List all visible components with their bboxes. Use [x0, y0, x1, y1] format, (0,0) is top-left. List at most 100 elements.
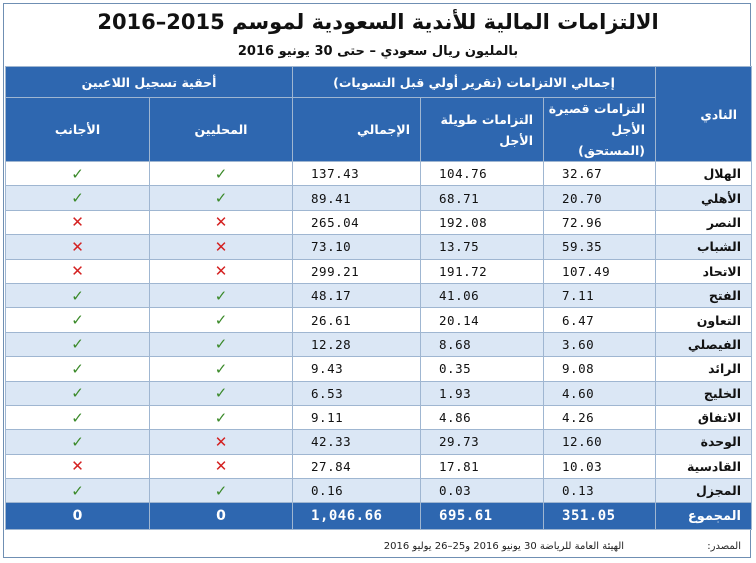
totals-local: 0: [149, 502, 294, 531]
header-registration-group: أحقية تسجيل اللاعبين: [4, 66, 294, 98]
short-term-value: 10.03: [543, 453, 657, 480]
local-registration-mark: ✓: [149, 307, 294, 333]
total-value: 299.21: [292, 258, 422, 284]
long-term-value: 192.08: [420, 209, 545, 236]
local-registration-mark: ✓: [149, 478, 294, 504]
local-registration-mark: ✕: [149, 234, 294, 260]
club-name: الفيصلي: [655, 331, 753, 358]
source-label: المصدر:: [707, 541, 741, 552]
table-row: المجزل 0.13 0.03 0.16 ✓ ✓: [4, 478, 753, 504]
table-row: الرائد 9.08 0.35 9.43 ✓ ✓: [4, 356, 753, 382]
totals-foreign: 0: [4, 502, 151, 531]
table-row: الوحدة 12.60 29.73 42.33 ✕ ✓: [4, 429, 753, 455]
club-name: التعاون: [655, 307, 753, 333]
club-name: الوحدة: [655, 429, 753, 455]
long-term-value: 4.86: [420, 404, 545, 431]
local-registration-mark: ✓: [149, 185, 294, 211]
totals-short: 351.05: [543, 502, 657, 531]
foreign-registration-mark: ✕: [4, 234, 151, 260]
long-term-value: 191.72: [420, 258, 545, 284]
header-short-term: التزامات قصيرة الأجل (المستحق): [543, 97, 657, 162]
long-term-value: 29.73: [420, 429, 545, 455]
long-term-value: 0.03: [420, 478, 545, 504]
club-name: الاتحاد: [655, 258, 753, 284]
local-registration-mark: ✕: [149, 209, 294, 236]
foreign-registration-mark: ✓: [4, 380, 151, 406]
local-registration-mark: ✕: [149, 258, 294, 284]
totals-row: المجموع 351.05 695.61 1,046.66 0 0: [4, 502, 753, 531]
total-value: 89.41: [292, 185, 422, 211]
total-value: 6.53: [292, 380, 422, 406]
foreign-registration-mark: ✕: [4, 209, 151, 236]
foreign-registration-mark: ✓: [4, 478, 151, 504]
table-row: التعاون 6.47 20.14 26.61 ✓ ✓: [4, 307, 753, 333]
local-registration-mark: ✓: [149, 282, 294, 309]
long-term-value: 8.68: [420, 331, 545, 358]
club-name: الشباب: [655, 234, 753, 260]
long-term-value: 104.76: [420, 160, 545, 187]
table-row: الفيصلي 3.60 8.68 12.28 ✓ ✓: [4, 331, 753, 358]
total-value: 9.43: [292, 356, 422, 382]
club-name: الخليج: [655, 380, 753, 406]
source-note: المصدر: الهيئة العامة للرياضة 30 يونيو 2…: [5, 541, 747, 552]
table-row: الاتفاق 4.26 4.86 9.11 ✓ ✓: [4, 404, 753, 431]
foreign-registration-mark: ✓: [4, 356, 151, 382]
club-name: الأهلي: [655, 185, 753, 211]
total-value: 12.28: [292, 331, 422, 358]
page-title: الالتزامات المالية للأندية السعودية لموس…: [97, 10, 659, 34]
club-name: الرائد: [655, 356, 753, 382]
page-subtitle: بالمليون ريال سعودي – حتى 30 يونيو 2016: [237, 44, 519, 59]
short-term-value: 72.96: [543, 209, 657, 236]
club-name: القادسية: [655, 453, 753, 480]
header-foreign: الأجانب: [4, 97, 151, 162]
short-term-value: 6.47: [543, 307, 657, 333]
foreign-registration-mark: ✓: [4, 429, 151, 455]
total-value: 26.61: [292, 307, 422, 333]
club-name: الهلال: [655, 160, 753, 187]
header-short-term-line2: الأجل (المستحق): [578, 122, 646, 158]
short-term-value: 107.49: [543, 258, 657, 284]
long-term-value: 0.35: [420, 356, 545, 382]
local-registration-mark: ✕: [149, 453, 294, 480]
header-local: المحليين: [149, 97, 294, 162]
short-term-value: 59.35: [543, 234, 657, 260]
long-term-value: 41.06: [420, 282, 545, 309]
total-value: 27.84: [292, 453, 422, 480]
club-name: الاتفاق: [655, 404, 753, 431]
header-club: النادي: [655, 66, 753, 162]
totals-long: 695.61: [420, 502, 545, 531]
table-row: الهلال 32.67 104.76 137.43 ✓ ✓: [4, 160, 753, 187]
foreign-registration-mark: ✓: [4, 307, 151, 333]
long-term-value: 13.75: [420, 234, 545, 260]
long-term-value: 17.81: [420, 453, 545, 480]
club-name: المجزل: [655, 478, 753, 504]
short-term-value: 4.60: [543, 380, 657, 406]
table-row: النصر 72.96 192.08 265.04 ✕ ✕: [4, 209, 753, 236]
foreign-registration-mark: ✓: [4, 160, 151, 187]
header-total: الإجمالي: [292, 97, 422, 162]
short-term-value: 4.26: [543, 404, 657, 431]
long-term-value: 1.93: [420, 380, 545, 406]
club-name: الفتح: [655, 282, 753, 309]
table-row: القادسية 10.03 17.81 27.84 ✕ ✕: [4, 453, 753, 480]
table-row: الخليج 4.60 1.93 6.53 ✓ ✓: [4, 380, 753, 406]
table-row: الشباب 59.35 13.75 73.10 ✕ ✕: [4, 234, 753, 260]
header-liabilities-group: إجمالي الالتزامات (تقرير أولي قبل التسوي…: [292, 66, 657, 98]
total-value: 265.04: [292, 209, 422, 236]
foreign-registration-mark: ✕: [4, 453, 151, 480]
total-value: 137.43: [292, 160, 422, 187]
total-value: 48.17: [292, 282, 422, 309]
foreign-registration-mark: ✓: [4, 282, 151, 309]
local-registration-mark: ✓: [149, 331, 294, 358]
source-text: الهيئة العامة للرياضة 30 يونيو 2016 و25–…: [383, 541, 625, 552]
totals-total: 1,046.66: [292, 502, 422, 531]
total-value: 9.11: [292, 404, 422, 431]
short-term-value: 0.13: [543, 478, 657, 504]
header-short-term-line1: التزامات قصيرة: [548, 101, 646, 116]
local-registration-mark: ✓: [149, 380, 294, 406]
short-term-value: 7.11: [543, 282, 657, 309]
short-term-value: 9.08: [543, 356, 657, 382]
local-registration-mark: ✓: [149, 160, 294, 187]
table-row: الفتح 7.11 41.06 48.17 ✓ ✓: [4, 282, 753, 309]
total-value: 42.33: [292, 429, 422, 455]
